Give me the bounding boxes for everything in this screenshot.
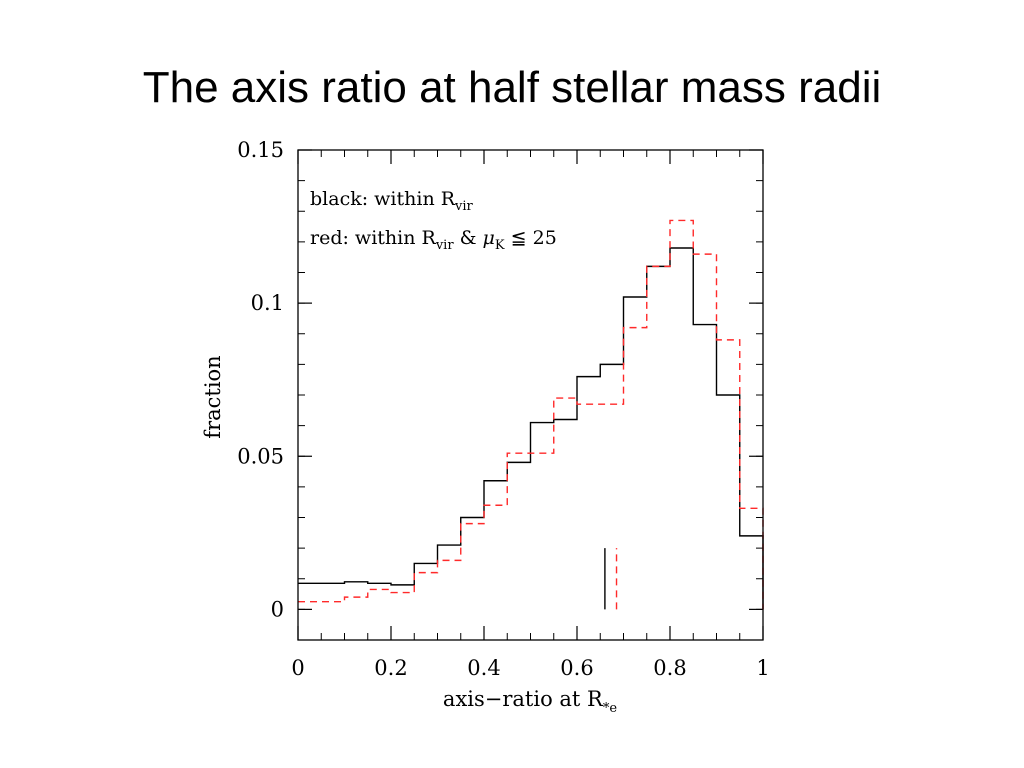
series-group: [298, 219, 764, 610]
x-tick-label: 0.6: [560, 656, 593, 680]
x-tick-label: 1: [756, 656, 769, 680]
legend-black: black: within Rvir: [310, 188, 474, 214]
series-0-step-line: [298, 247, 764, 610]
legend-red: red: within Rvir & μK ≦ 25: [310, 227, 557, 253]
x-tick-label: 0.8: [653, 656, 686, 680]
y-tick-label: 0.15: [237, 138, 284, 162]
x-tick-label: 0.4: [467, 656, 500, 680]
x-axis-label-text: axis−ratio at R: [443, 687, 604, 711]
slide-title: The axis ratio at half stellar mass radi…: [142, 63, 882, 112]
series-1-step-line: [298, 219, 764, 610]
y-tick-label: 0.1: [251, 291, 284, 315]
x-axis-label: axis−ratio at R*e: [443, 687, 617, 716]
markers: [604, 548, 618, 610]
y-tick-label: 0: [271, 597, 284, 621]
x-tick-label: 0.2: [374, 656, 407, 680]
y-axis-label: fraction: [201, 355, 225, 438]
y-ticks: 0 0.05 0.1 0.15: [237, 138, 763, 641]
plot-frame: [297, 149, 764, 641]
x-tick-label: 0: [291, 656, 304, 680]
x-ticks: 0 0.2 0.4 0.6 0.8 1: [291, 150, 770, 680]
x-axis-label-sub: *e: [603, 701, 618, 716]
y-tick-label: 0.05: [237, 444, 284, 468]
